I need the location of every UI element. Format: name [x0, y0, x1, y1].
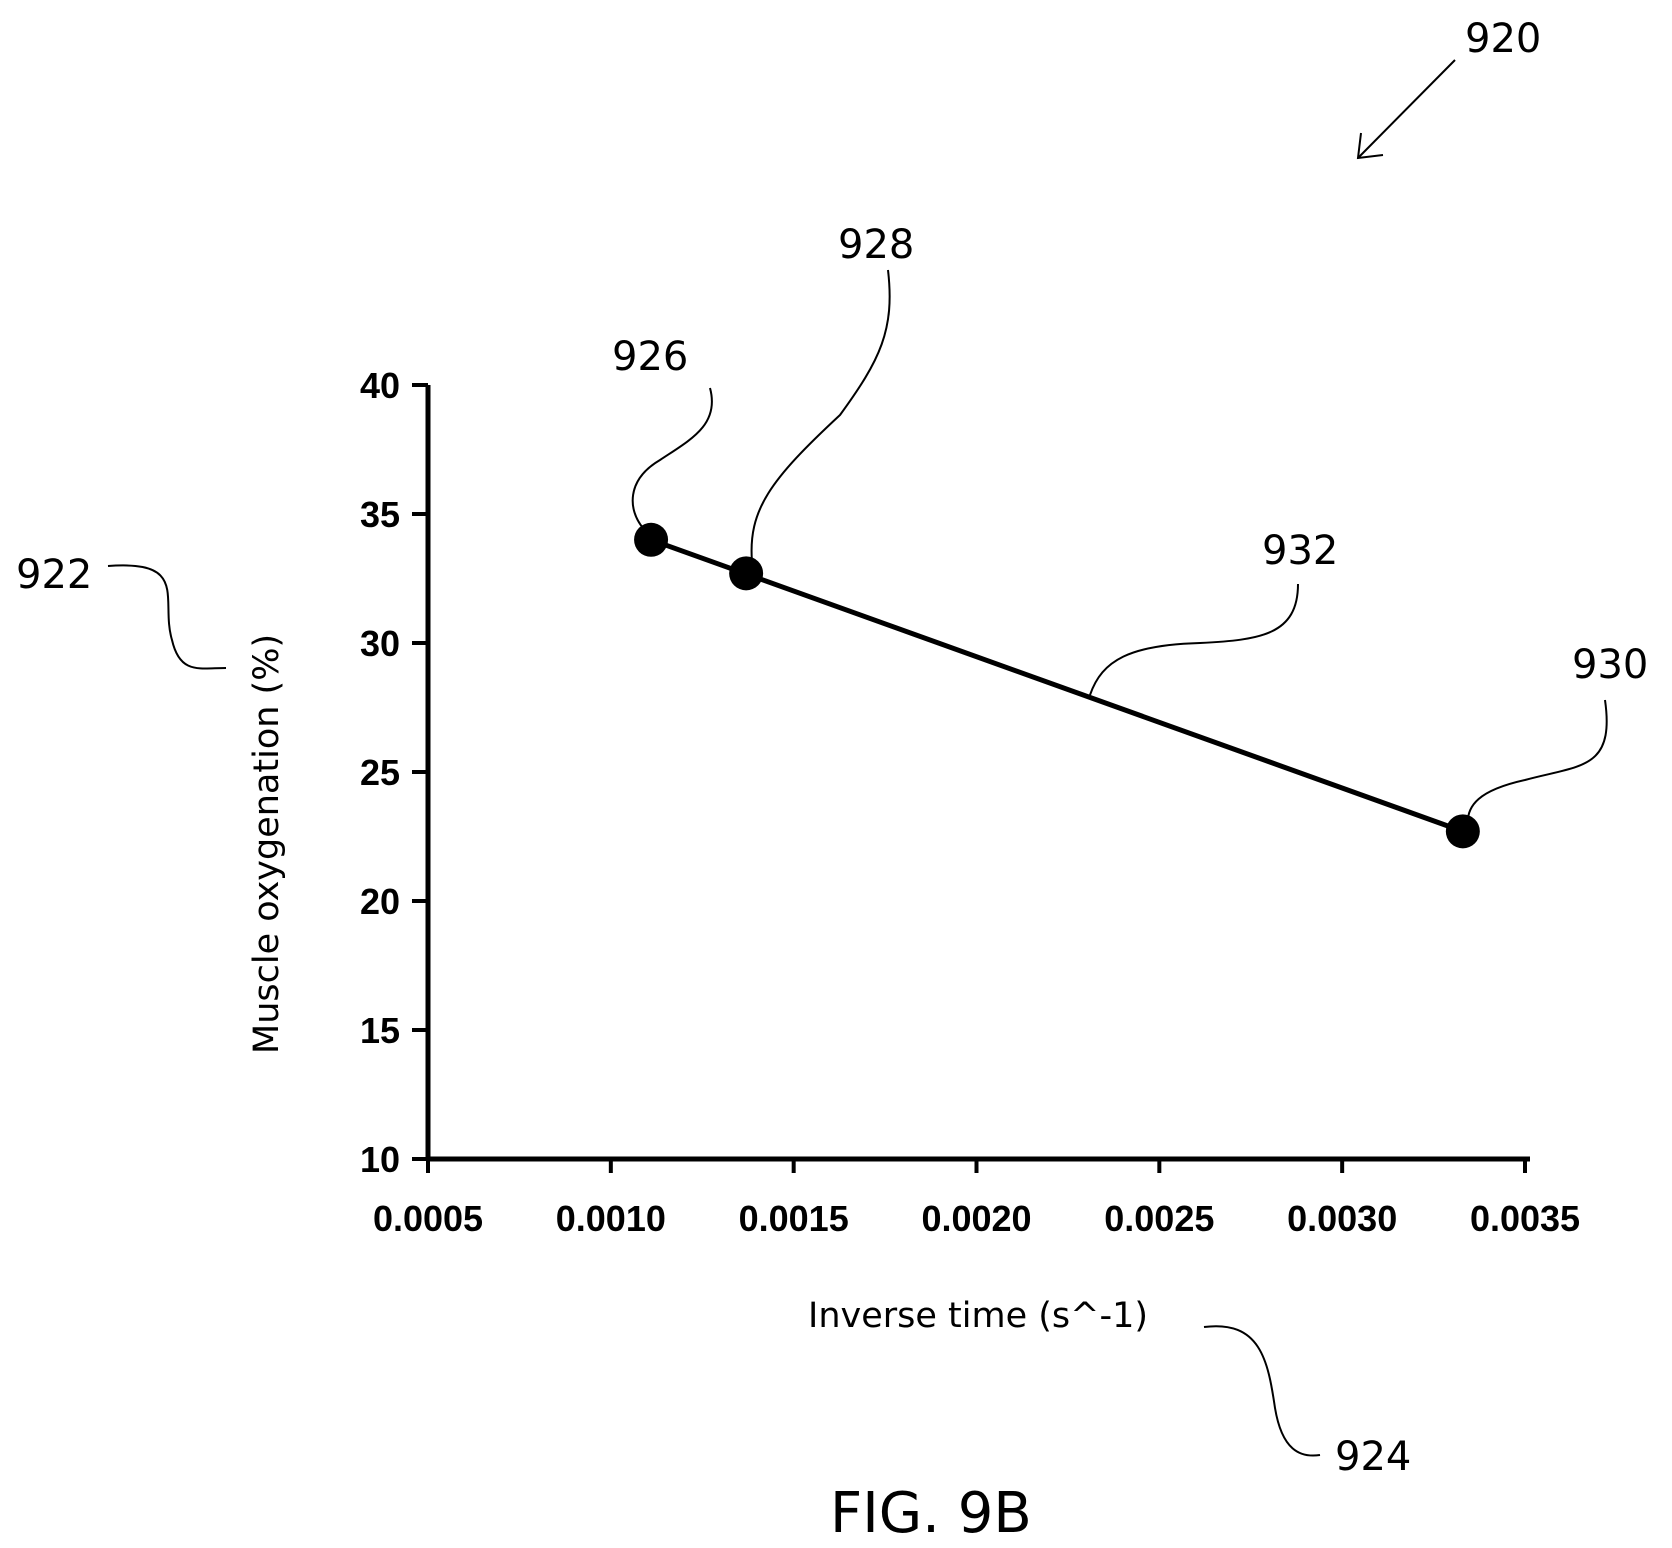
ref-932: 932	[1262, 528, 1338, 574]
ref-920: 920	[1465, 16, 1541, 62]
leaders	[107, 59, 1608, 1457]
y-tick-label: 35	[360, 494, 400, 535]
reference-labels: 920 922 924 926 928 930 932	[16, 16, 1648, 1480]
x-tick-label: 0.0005	[373, 1198, 483, 1239]
figure-caption: FIG. 9B	[830, 1481, 1032, 1546]
ref-922: 922	[16, 552, 92, 598]
leader-920	[1357, 59, 1456, 159]
leader-930	[1466, 699, 1608, 829]
x-axis-title: Inverse time (s^-1)	[808, 1296, 1148, 1336]
data-point-930	[1445, 814, 1480, 849]
x-ticks: 0.0005 0.0010 0.0015 0.0020 0.0025 0.0030 0.00…	[373, 1159, 1580, 1239]
ref-926: 926	[612, 334, 688, 380]
x-tick-label: 0.0015	[739, 1198, 849, 1239]
ref-928: 928	[838, 222, 914, 268]
data-point-926	[634, 522, 669, 557]
y-tick-label: 30	[360, 623, 400, 664]
leader-932	[1089, 583, 1299, 696]
y-tick-label: 25	[360, 752, 400, 793]
x-tick-label: 0.0010	[556, 1198, 666, 1239]
y-axis-title: Muscle oxygenation (%)	[247, 634, 287, 1054]
ref-924: 924	[1335, 1434, 1411, 1480]
x-tick-label: 0.0030	[1287, 1198, 1397, 1239]
x-tick-label: 0.0020	[921, 1198, 1031, 1239]
y-tick-label: 20	[360, 881, 400, 922]
x-tick-label: 0.0025	[1104, 1198, 1214, 1239]
leader-926	[631, 387, 713, 529]
fit-line	[650, 537, 1464, 834]
x-tick-label: 0.0035	[1470, 1198, 1580, 1239]
leader-920-arrowhead	[1356, 132, 1384, 160]
leader-922	[107, 564, 227, 670]
y-tick-label: 10	[360, 1139, 400, 1180]
data-point-928	[729, 556, 764, 591]
axes	[425, 385, 1530, 1162]
leader-928	[750, 269, 891, 563]
ref-930: 930	[1572, 642, 1648, 688]
series	[634, 522, 1480, 849]
leader-924	[1203, 1325, 1321, 1457]
y-ticks: 10 15 20 25 30 35 40	[360, 365, 428, 1180]
y-tick-label: 15	[360, 1010, 400, 1051]
y-tick-label: 40	[360, 365, 400, 406]
